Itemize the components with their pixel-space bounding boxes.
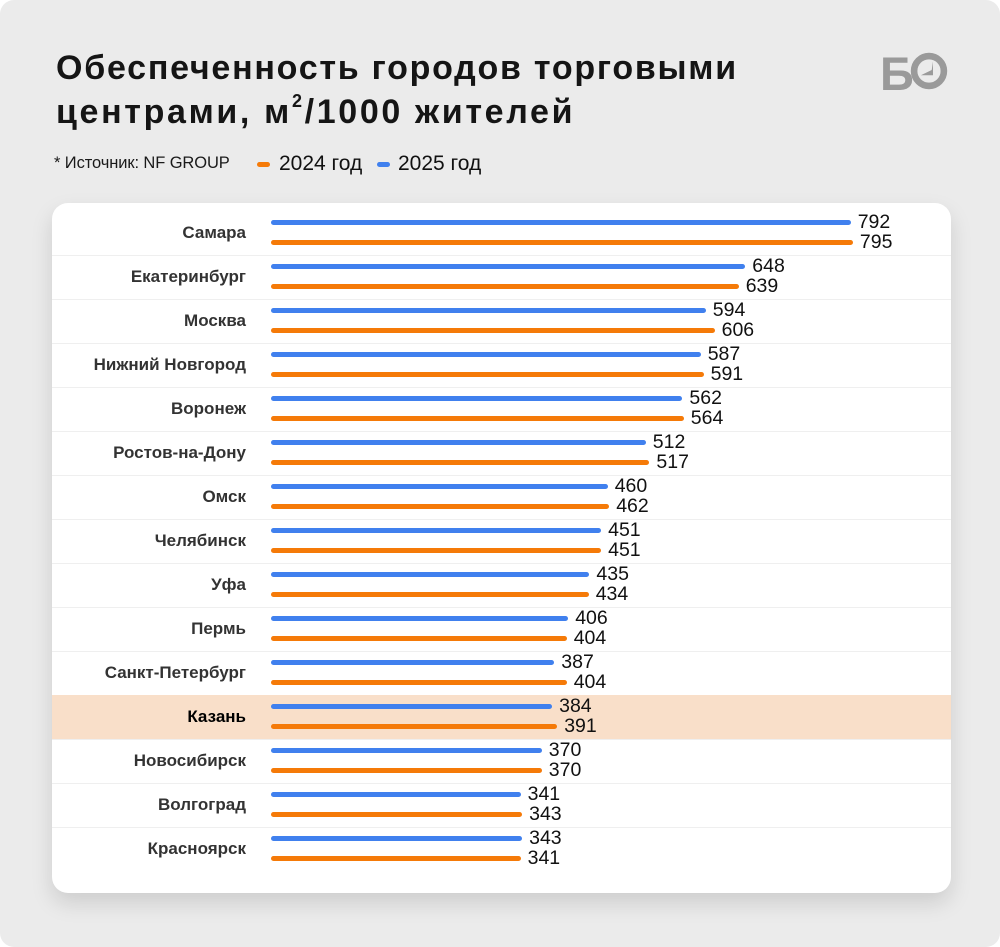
svg-text:Б: Б bbox=[881, 51, 914, 91]
